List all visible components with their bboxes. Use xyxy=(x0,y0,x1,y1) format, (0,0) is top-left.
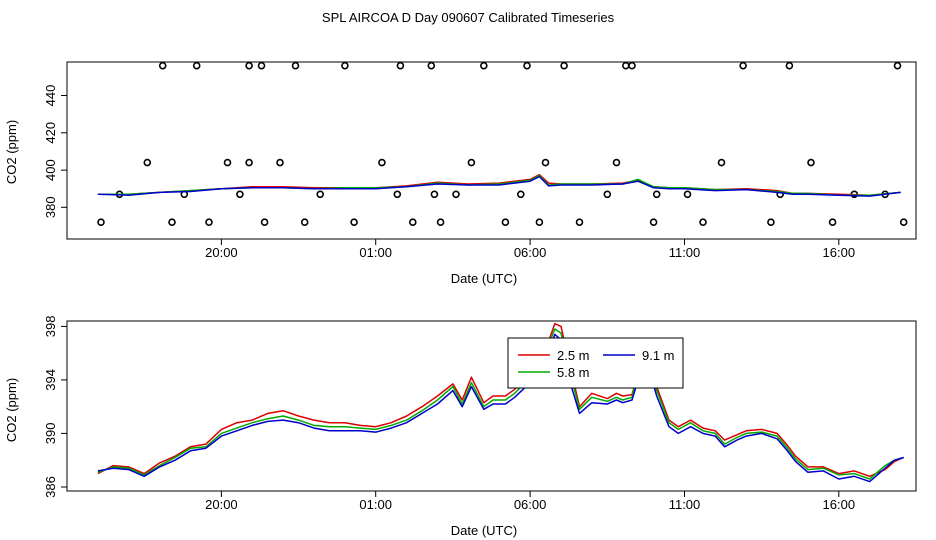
top-scatter-point xyxy=(575,218,584,226)
top-scatter-point xyxy=(649,218,658,226)
top-scatter-point xyxy=(245,61,253,70)
top-scatter-point xyxy=(350,218,358,226)
top-scatter-point xyxy=(430,190,439,199)
top-y-tick-label: 400 xyxy=(43,159,58,181)
top-scatter-point xyxy=(408,218,417,226)
top-scatter-point xyxy=(899,218,908,226)
legend-label-5-8m: 5.8 m xyxy=(557,365,590,380)
top-scatter-point xyxy=(316,190,325,199)
top-scatter-point xyxy=(143,158,152,167)
top-x-ticks: 20:00 01:00 06:00 11:00 16:00 xyxy=(205,239,855,260)
top-plot-frame xyxy=(66,61,917,240)
top-scatter-point xyxy=(785,61,794,70)
top-x-tick-label: 16:00 xyxy=(823,245,856,260)
bottom-x-axis-label: Date (UTC) xyxy=(451,523,517,538)
top-scatter-point xyxy=(396,61,405,70)
bottom-y-tick-label: 386 xyxy=(43,476,58,498)
bottom-x-tick-label: 11:00 xyxy=(669,497,701,512)
top-scatter-point xyxy=(523,61,531,70)
bottom-x-tick-label: 16:00 xyxy=(823,497,856,512)
top-scatter-point xyxy=(467,158,476,167)
top-scatter-point xyxy=(699,218,707,226)
top-scatter-point xyxy=(223,158,232,167)
legend-label-2-5m: 2.5 m xyxy=(557,348,590,363)
top-x-tick-label: 20:00 xyxy=(205,245,238,260)
top-x-tick-label: 01:00 xyxy=(359,245,392,260)
top-scatter-point xyxy=(257,61,266,70)
top-scatter-point xyxy=(378,158,386,167)
bottom-x-tick-label: 20:00 xyxy=(205,497,238,512)
bottom-y-tick-label: 398 xyxy=(43,316,58,338)
top-scatter-point xyxy=(393,190,402,199)
bottom-x-ticks: 20:00 01:00 06:00 11:00 16:00 xyxy=(205,491,855,512)
bottom-y-tick-label: 394 xyxy=(43,369,58,391)
top-x-axis-label: Date (UTC) xyxy=(451,271,517,286)
top-y-tick-label: 440 xyxy=(43,85,58,107)
top-scatter-point xyxy=(291,61,300,70)
bottom-x-tick-label: 06:00 xyxy=(514,497,547,512)
top-scatter-point xyxy=(893,61,902,70)
top-scatter-point xyxy=(158,61,167,70)
top-series-lines xyxy=(97,173,901,197)
bottom-panel: Date (UTC) CO2 (ppm) 20:00 01:00 06:00 11:0… xyxy=(4,316,917,538)
top-scatter-point xyxy=(341,61,349,70)
top-scatter-point xyxy=(516,190,525,199)
top-scatter-point xyxy=(612,158,621,167)
top-scatter-point xyxy=(452,190,460,199)
legend-label-9-1m: 9.1 m xyxy=(642,348,675,363)
top-y-ticks: 380 400 420 440 xyxy=(43,85,67,218)
top-scatter-point xyxy=(300,218,309,226)
top-scatter-point xyxy=(683,190,692,199)
top-scatter-point xyxy=(436,218,445,226)
bottom-y-ticks: 386 390 394 398 xyxy=(43,316,67,498)
top-y-axis-label: CO2 (ppm) xyxy=(4,120,19,184)
top-scatter-point xyxy=(97,218,105,226)
bottom-x-tick-label: 01:00 xyxy=(359,497,392,512)
top-scatter-point xyxy=(560,61,568,70)
bottom-y-axis-label: CO2 (ppm) xyxy=(4,378,19,442)
top-scatter-point xyxy=(276,158,284,167)
top-scatter-point xyxy=(535,218,544,226)
bottom-plot-frame xyxy=(66,320,917,492)
top-scatter-point xyxy=(479,61,488,70)
top-series-line-2-5-m xyxy=(97,173,901,196)
top-scatter-point xyxy=(168,218,176,226)
legend: 2.5 m 5.8 m 9.1 m xyxy=(507,337,684,389)
top-x-tick-label: 06:00 xyxy=(514,245,547,260)
top-scatter-point xyxy=(427,61,436,70)
top-x-tick-label: 11:00 xyxy=(669,245,701,260)
top-scatter-point xyxy=(541,158,550,167)
top-scatter-point xyxy=(603,190,612,199)
top-scatter-point xyxy=(236,190,244,199)
top-scatter-point xyxy=(501,218,510,226)
legend-box xyxy=(507,337,684,389)
top-series-line-9-1-m xyxy=(97,175,901,197)
top-scatter-point xyxy=(245,158,253,167)
top-scatter-point xyxy=(767,218,775,226)
top-scatter-point xyxy=(807,158,815,167)
top-scatter-point xyxy=(205,218,213,226)
top-scatter-point xyxy=(717,158,726,167)
top-scatter-point xyxy=(652,190,661,199)
bottom-y-tick-label: 390 xyxy=(43,423,58,445)
top-scatter-point xyxy=(828,218,837,226)
top-scatter-point xyxy=(628,61,636,70)
top-panel: Date (UTC) CO2 (ppm) 20:00 01:00 06:00 11:0… xyxy=(4,61,917,286)
top-scatter-points xyxy=(97,61,908,226)
top-y-tick-label: 420 xyxy=(43,122,58,144)
top-scatter-point xyxy=(260,218,269,226)
top-scatter-point xyxy=(192,61,201,70)
top-scatter-point xyxy=(739,61,747,70)
figure-title: SPL AIRCOA D Day 090607 Calibrated Times… xyxy=(322,10,615,25)
top-y-tick-label: 380 xyxy=(43,196,58,218)
